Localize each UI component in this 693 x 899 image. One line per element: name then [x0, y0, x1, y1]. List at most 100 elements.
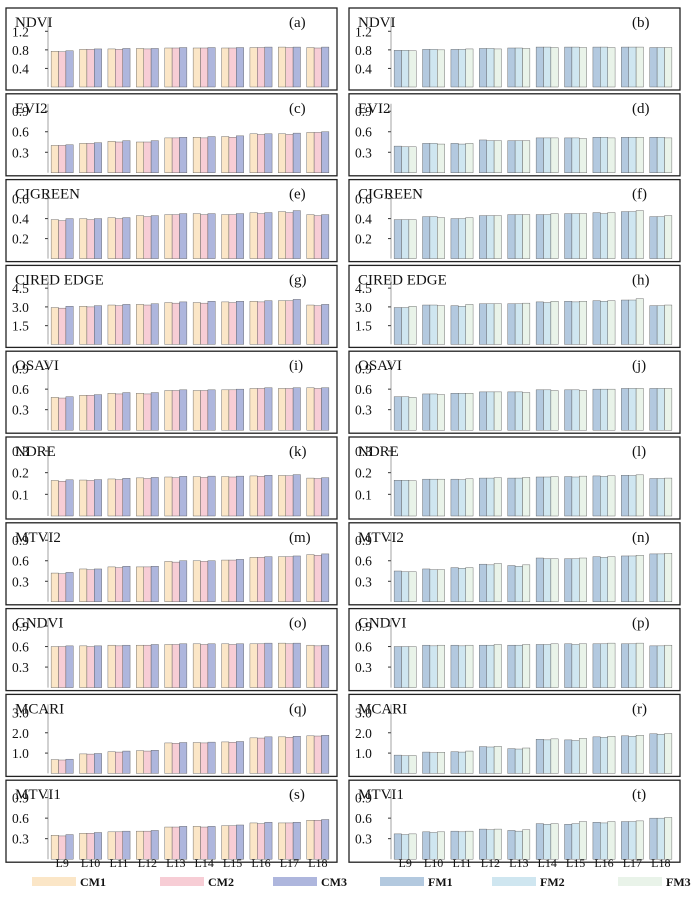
bar-FM2-L15	[571, 389, 580, 431]
bar-FM2-L15	[571, 644, 580, 688]
bar-CM1-L15	[221, 643, 230, 688]
bar-CM2-L9	[58, 759, 67, 774]
panel-title: MTVI1	[15, 787, 61, 803]
bar-FM2-L15	[571, 213, 580, 259]
bar-FM1-L16	[592, 556, 601, 602]
bar-FM1-L12	[479, 746, 487, 774]
bar-CM3-L9	[65, 834, 74, 860]
bar-FM3-L11	[465, 478, 474, 517]
bar-FM2-L16	[600, 476, 608, 517]
bar-CM3-L13	[179, 826, 188, 860]
legend-label-FM1: FM1	[428, 875, 453, 889]
bar-FM3-L12	[493, 746, 502, 774]
bar-FM2-L16	[600, 46, 608, 88]
bar-FM1-L9	[393, 754, 402, 774]
bar-CM2-L12	[143, 644, 152, 688]
bar-FM3-L14	[550, 137, 559, 173]
bar-FM1-L17	[621, 555, 629, 602]
bar-FM3-L14	[550, 823, 559, 860]
bar-CM2-L9	[58, 397, 67, 431]
bar-CM1-L14	[192, 47, 201, 88]
y-tick-label: 0.2	[355, 466, 372, 481]
x-tick-label: L10	[424, 856, 443, 870]
bar-CM3-L9	[65, 50, 74, 88]
bar-FM3-L12	[493, 140, 502, 173]
bar-CM2-L16	[257, 301, 265, 345]
bar-FM1-L17	[621, 643, 629, 688]
bar-CM2-L17	[285, 556, 294, 602]
bar-CM1-L12	[136, 830, 144, 860]
bar-CM2-L14	[200, 137, 209, 173]
panel-frame	[348, 7, 681, 91]
bar-FM1-L9	[393, 307, 402, 345]
bar-FM1-L16	[592, 300, 601, 345]
y-tick-label: 0.2	[12, 466, 29, 481]
bar-CM2-L13	[171, 561, 180, 602]
bar-CM2-L12	[143, 393, 152, 431]
x-tick-label: L15	[566, 856, 585, 870]
bar-CM3-L13	[179, 389, 188, 431]
bar-CM1-L13	[164, 137, 173, 173]
bar-FM1-L13	[507, 644, 516, 688]
bar-CM3-L11	[122, 304, 131, 345]
bar-CM2-L18	[313, 388, 322, 431]
bar-FM3-L15	[579, 390, 587, 431]
bar-FM2-L9	[401, 396, 410, 431]
bar-CM2-L15	[228, 825, 237, 860]
y-tick-label: 3.0	[355, 705, 372, 720]
bar-CM1-L13	[164, 561, 173, 602]
bar-CM2-L16	[257, 557, 265, 602]
bar-FM1-L18	[649, 305, 658, 345]
bar-FM3-L11	[465, 48, 474, 88]
panel-title: GNDVI	[358, 616, 406, 632]
bar-CM2-L11	[115, 393, 123, 431]
bar-FM1-L13	[507, 830, 516, 860]
bar-FM3-L18	[664, 47, 673, 88]
bar-CM3-L17	[292, 555, 301, 602]
bar-CM3-L13	[179, 476, 188, 517]
bar-CM3-L15	[236, 213, 244, 259]
bar-FM2-L17	[628, 299, 637, 345]
bar-FM2-L15	[571, 301, 580, 345]
bar-FM2-L15	[571, 740, 580, 774]
y-tick-label: 1.5	[355, 319, 372, 334]
bar-FM1-L14	[535, 476, 544, 517]
bar-CM3-L18	[321, 131, 330, 174]
bar-FM3-L17	[635, 298, 644, 345]
bar-CM1-L11	[107, 478, 116, 517]
bar-FM3-L16	[607, 137, 616, 173]
bar-FM2-L17	[628, 211, 637, 259]
bar-CM2-L14	[200, 561, 209, 602]
bar-CM2-L12	[143, 750, 152, 774]
bar-CM2-L10	[86, 395, 95, 431]
legend-label-FM3: FM3	[666, 875, 691, 889]
bar-FM3-L13	[522, 214, 531, 259]
bar-CM3-L11	[122, 217, 131, 259]
panel-frame	[348, 693, 681, 778]
bar-CM3-L18	[321, 46, 330, 88]
y-tick-label: 0.4	[355, 212, 372, 227]
bar-CM2-L12	[143, 478, 152, 517]
bar-CM3-L18	[321, 553, 330, 603]
bar-FM3-L16	[607, 642, 616, 688]
bar-CM2-L13	[171, 47, 180, 88]
panel-frame	[5, 350, 338, 434]
bar-FM2-L16	[600, 388, 608, 431]
bar-FM3-L18	[664, 137, 673, 173]
bar-FM1-L16	[592, 46, 601, 88]
bar-FM2-L11	[458, 393, 466, 431]
x-tick-label: L17	[280, 856, 299, 870]
panel-letter: (b)	[632, 15, 650, 31]
bar-FM2-L16	[600, 822, 608, 860]
y-tick-label: 0.4	[12, 61, 29, 76]
bar-FM1-L14	[535, 301, 544, 345]
bar-CM3-L17	[292, 736, 301, 774]
bar-CM3-L12	[150, 830, 159, 860]
y-tick-label: 0.6	[355, 192, 372, 207]
bar-FM1-L14	[535, 823, 544, 860]
bar-FM1-L15	[564, 301, 573, 345]
bar-CM1-L9	[50, 646, 59, 688]
bar-CM3-L15	[236, 388, 244, 431]
